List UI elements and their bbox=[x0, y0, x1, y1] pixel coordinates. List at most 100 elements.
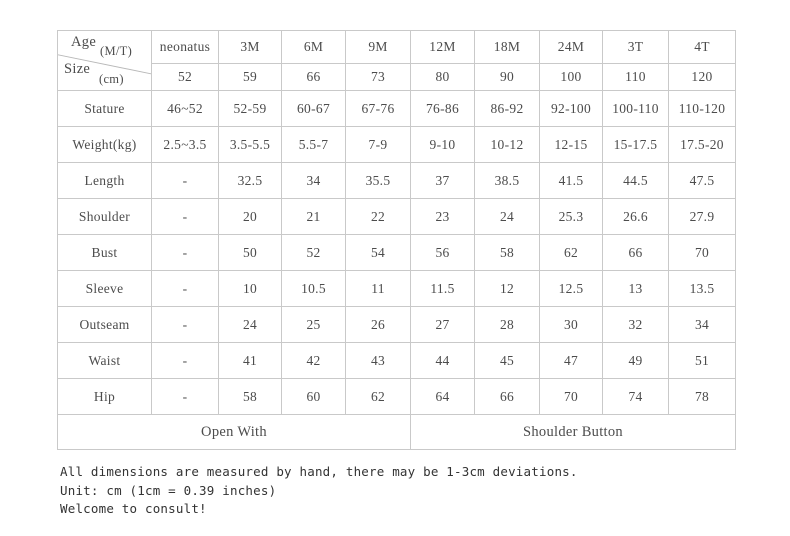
value-cell: 2.5~3.5 bbox=[151, 126, 219, 163]
value-cell: 26.6 bbox=[602, 198, 669, 235]
age-header-cell: 3T bbox=[602, 30, 669, 64]
value-cell: 12 bbox=[474, 270, 540, 307]
table-row: Hip -58 60 62 64 66 70 74 78 bbox=[57, 378, 736, 415]
size-header-cell: 100 bbox=[539, 63, 603, 91]
row-label-cell: Shoulder bbox=[57, 198, 152, 235]
note-welcome: Welcome to consult! bbox=[60, 501, 207, 516]
size-header-cell: 80 bbox=[410, 63, 475, 91]
row-label-cell: Bust bbox=[57, 234, 152, 271]
size-chart: Age (M/T) Size (cm) neonatus 3M 6M 9M 12M 18M… bbox=[57, 30, 736, 450]
value-cell: 10-12 bbox=[474, 126, 540, 163]
value-cell: 10 bbox=[218, 270, 282, 307]
size-header-cell: 52 bbox=[151, 63, 219, 91]
value-cell: 58 bbox=[474, 234, 540, 271]
corner-header-cell: Age (M/T) Size (cm) bbox=[57, 30, 152, 91]
row-label-cell: Stature bbox=[57, 90, 152, 127]
value-cell: 17.5-20 bbox=[668, 126, 736, 163]
row-label-cell: Waist bbox=[57, 342, 152, 379]
age-header-cell: neonatus bbox=[151, 30, 219, 64]
size-header-cell: 59 bbox=[218, 63, 282, 91]
value-cell: 62 bbox=[539, 234, 603, 271]
table-row: Shoulder -20 21 22 23 24 25.3 26.6 27.9 bbox=[57, 198, 736, 235]
value-cell: 37 bbox=[410, 162, 475, 199]
age-header-cell: 9M bbox=[345, 30, 411, 64]
value-cell: 34 bbox=[281, 162, 346, 199]
age-header-cell: 6M bbox=[281, 30, 346, 64]
value-cell: 64 bbox=[410, 378, 475, 415]
value-cell: 110-120 bbox=[668, 90, 736, 127]
value-cell: 76-86 bbox=[410, 90, 475, 127]
notes-block: All dimensions are measured by hand, the… bbox=[60, 463, 578, 519]
value-cell: 60-67 bbox=[281, 90, 346, 127]
value-cell: 15-17.5 bbox=[602, 126, 669, 163]
value-cell: 9-10 bbox=[410, 126, 475, 163]
value-cell: 47 bbox=[539, 342, 603, 379]
table-row: Bust -50 52 54 56 58 62 66 70 bbox=[57, 234, 736, 271]
corner-age-unit: (M/T) bbox=[100, 44, 133, 58]
value-cell: 12-15 bbox=[539, 126, 603, 163]
row-label-cell: Length bbox=[57, 162, 152, 199]
value-cell: 38.5 bbox=[474, 162, 540, 199]
value-cell: 54 bbox=[345, 234, 411, 271]
closure-row: Open With Shoulder Button bbox=[57, 414, 736, 450]
size-header-cell: 90 bbox=[474, 63, 540, 91]
value-cell: 5.5-7 bbox=[281, 126, 346, 163]
value-cell: 21 bbox=[281, 198, 346, 235]
row-label-cell: Hip bbox=[57, 378, 152, 415]
value-cell: - bbox=[151, 234, 219, 271]
age-header-row: Age (M/T) Size (cm) neonatus 3M 6M 9M 12M 18M… bbox=[57, 30, 736, 91]
value-cell: 49 bbox=[602, 342, 669, 379]
age-header-cell: 24M bbox=[539, 30, 603, 64]
value-cell: 51 bbox=[668, 342, 736, 379]
value-cell: 43 bbox=[345, 342, 411, 379]
value-cell: 60 bbox=[281, 378, 346, 415]
value-cell: 78 bbox=[668, 378, 736, 415]
value-cell: 62 bbox=[345, 378, 411, 415]
note-deviation: All dimensions are measured by hand, the… bbox=[60, 464, 578, 479]
value-cell: 26 bbox=[345, 306, 411, 343]
value-cell: 50 bbox=[218, 234, 282, 271]
size-header-cell: 66 bbox=[281, 63, 346, 91]
corner-age-label: Age bbox=[71, 34, 97, 50]
value-cell: 20 bbox=[218, 198, 282, 235]
size-header-cell: 110 bbox=[602, 63, 669, 91]
value-cell: 45 bbox=[474, 342, 540, 379]
size-header-cell: 73 bbox=[345, 63, 411, 91]
value-cell: 70 bbox=[668, 234, 736, 271]
value-cell: 66 bbox=[602, 234, 669, 271]
value-cell: 30 bbox=[539, 306, 603, 343]
value-cell: 13.5 bbox=[668, 270, 736, 307]
table-row: Sleeve -10 10.5 11 11.5 12 12.5 13 13.5 bbox=[57, 270, 736, 307]
value-cell: 44.5 bbox=[602, 162, 669, 199]
value-cell: 41 bbox=[218, 342, 282, 379]
value-cell: 100-110 bbox=[602, 90, 669, 127]
size-header-row: 52 59 66 73 80 90 100 110 120 bbox=[58, 63, 736, 91]
value-cell: 46~52 bbox=[151, 90, 219, 127]
value-cell: 52-59 bbox=[218, 90, 282, 127]
value-cell: 24 bbox=[218, 306, 282, 343]
value-cell: 47.5 bbox=[668, 162, 736, 199]
value-cell: 32 bbox=[602, 306, 669, 343]
value-cell: 70 bbox=[539, 378, 603, 415]
size-header-cell: 120 bbox=[668, 63, 736, 91]
corner-size-label: Size bbox=[64, 61, 91, 77]
value-cell: - bbox=[151, 378, 219, 415]
value-cell: 13 bbox=[602, 270, 669, 307]
row-label-cell: Sleeve bbox=[57, 270, 152, 307]
closure-cell: Open With bbox=[57, 414, 411, 450]
value-cell: 11 bbox=[345, 270, 411, 307]
age-header-cell: 3M bbox=[218, 30, 282, 64]
value-cell: 44 bbox=[410, 342, 475, 379]
value-cell: 11.5 bbox=[410, 270, 475, 307]
value-cell: 32.5 bbox=[218, 162, 282, 199]
value-cell: 22 bbox=[345, 198, 411, 235]
value-cell: 66 bbox=[474, 378, 540, 415]
value-cell: 86-92 bbox=[474, 90, 540, 127]
value-cell: 92-100 bbox=[539, 90, 603, 127]
value-cell: - bbox=[151, 342, 219, 379]
age-header-cell: 18M bbox=[474, 30, 540, 64]
value-cell: 23 bbox=[410, 198, 475, 235]
value-cell: 74 bbox=[602, 378, 669, 415]
value-cell: 56 bbox=[410, 234, 475, 271]
value-cell: 25.3 bbox=[539, 198, 603, 235]
